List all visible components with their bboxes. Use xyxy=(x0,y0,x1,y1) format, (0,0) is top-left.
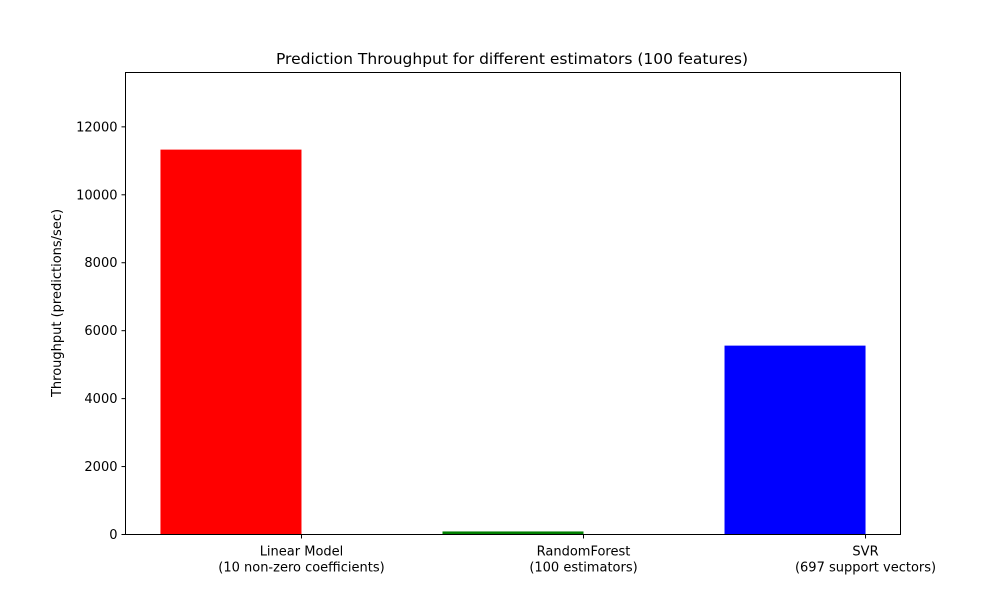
y-tick-label: 4000 xyxy=(84,392,117,407)
bar xyxy=(442,531,584,535)
chart-title: Prediction Throughput for different esti… xyxy=(276,50,748,68)
y-tick-label: 0 xyxy=(109,528,117,543)
x-tick-label: RandomForest (100 estimators) xyxy=(529,545,637,576)
bar xyxy=(160,149,302,535)
plot-frame xyxy=(125,72,901,535)
y-tick-label: 8000 xyxy=(84,256,117,271)
x-tick-label: Linear Model (10 non-zero coefficients) xyxy=(218,545,384,576)
y-tick-label: 10000 xyxy=(76,188,117,203)
x-tick-label: SVR (697 support vectors) xyxy=(795,545,936,576)
bar xyxy=(724,345,866,535)
y-tick-label: 6000 xyxy=(84,324,117,339)
y-axis-label: Throughput (predictions/sec) xyxy=(50,209,65,398)
y-tick-label: 2000 xyxy=(84,460,117,475)
y-tick-label: 12000 xyxy=(76,120,117,135)
